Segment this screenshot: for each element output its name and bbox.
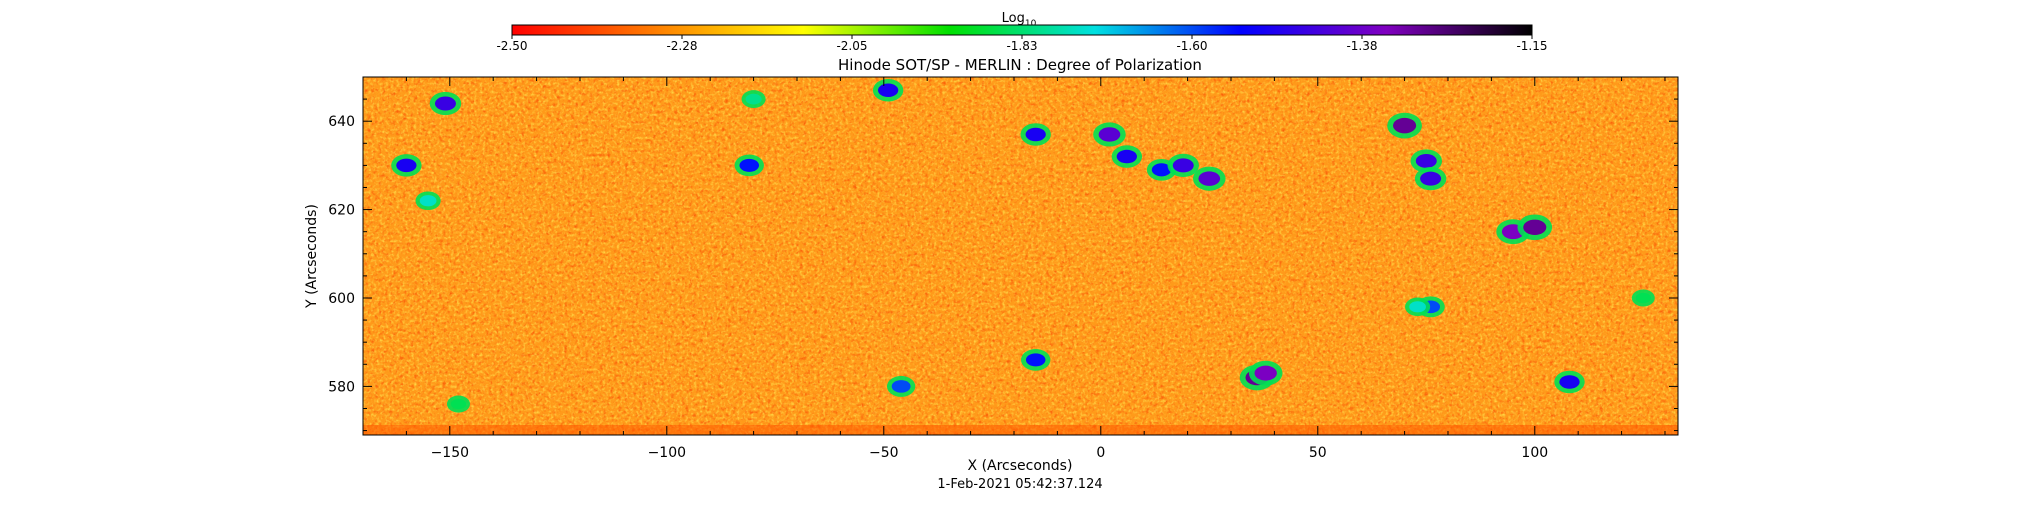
y-tick-label: 580 [328, 379, 355, 395]
feature-core [739, 158, 760, 172]
x-axis: −150 −100 −50 0 50 100 [362, 77, 1666, 461]
heatmap-features [391, 78, 1655, 413]
colorbar-tick-label: -2.50 [496, 39, 527, 53]
feature-core [396, 158, 417, 173]
heatmap-bottom-band [363, 425, 1678, 435]
feature-core [1025, 353, 1046, 367]
feature-core [419, 195, 437, 207]
colorbar-tick-label: -2.05 [836, 39, 867, 53]
x-tick-label: −150 [431, 445, 469, 461]
colorbar-label: Log10 [1002, 11, 1037, 29]
timestamp: 1-Feb-2021 05:42:37.124 [937, 477, 1102, 492]
x-tick-label: 50 [1309, 445, 1327, 461]
feature-core [1098, 127, 1121, 142]
feature-core [1559, 375, 1580, 389]
feature-core [1420, 171, 1442, 186]
feature-core [891, 380, 911, 393]
y-axis-label: Y (Arcseconds) [304, 204, 320, 309]
feature-core [1523, 219, 1547, 235]
colorbar-tick-label: -1.38 [1346, 39, 1377, 53]
heatmap-texture-yellow [363, 77, 1678, 435]
colorbar-tick-label: -1.15 [1516, 39, 1547, 53]
x-tick-label: 100 [1521, 445, 1548, 461]
feature-core [1254, 365, 1277, 381]
colorbar [511, 24, 1533, 36]
chart-title: Hinode SOT/SP - MERLIN : Degree of Polar… [838, 56, 1202, 74]
feature-core [1198, 171, 1221, 186]
colorbar-tick-label: -2.28 [666, 39, 697, 53]
y-axis: 580 600 620 640 [328, 76, 1678, 432]
colorbar-tick-label: -1.83 [1006, 39, 1037, 53]
feature-core [1025, 127, 1046, 142]
feature-core [1151, 163, 1172, 177]
x-tick-label: −100 [648, 445, 686, 461]
plot-frame [362, 76, 1679, 436]
feature-core [434, 96, 456, 111]
y-tick-label: 640 [328, 114, 355, 130]
feature-core [450, 398, 467, 410]
x-tick-label: 0 [1096, 445, 1105, 461]
colorbar-ticks: -2.50 -2.28 -2.05 -1.83 -1.60 -1.38 -1.15 [496, 35, 1548, 53]
y-tick-label: 600 [328, 291, 355, 307]
feature-core [1393, 117, 1417, 134]
heatmap-area [363, 77, 1678, 435]
feature-core [1172, 158, 1194, 173]
feature-core [877, 83, 899, 98]
y-tick-label: 620 [328, 203, 355, 219]
feature-core [1415, 153, 1437, 168]
feature-core [1116, 149, 1137, 164]
x-tick-label: −50 [869, 445, 899, 461]
feature-core [745, 93, 762, 105]
colorbar-tick-label: -1.60 [1176, 39, 1207, 53]
feature-core [1409, 301, 1426, 313]
x-axis-label: X (Arcseconds) [968, 458, 1073, 474]
feature-core [1635, 292, 1651, 304]
